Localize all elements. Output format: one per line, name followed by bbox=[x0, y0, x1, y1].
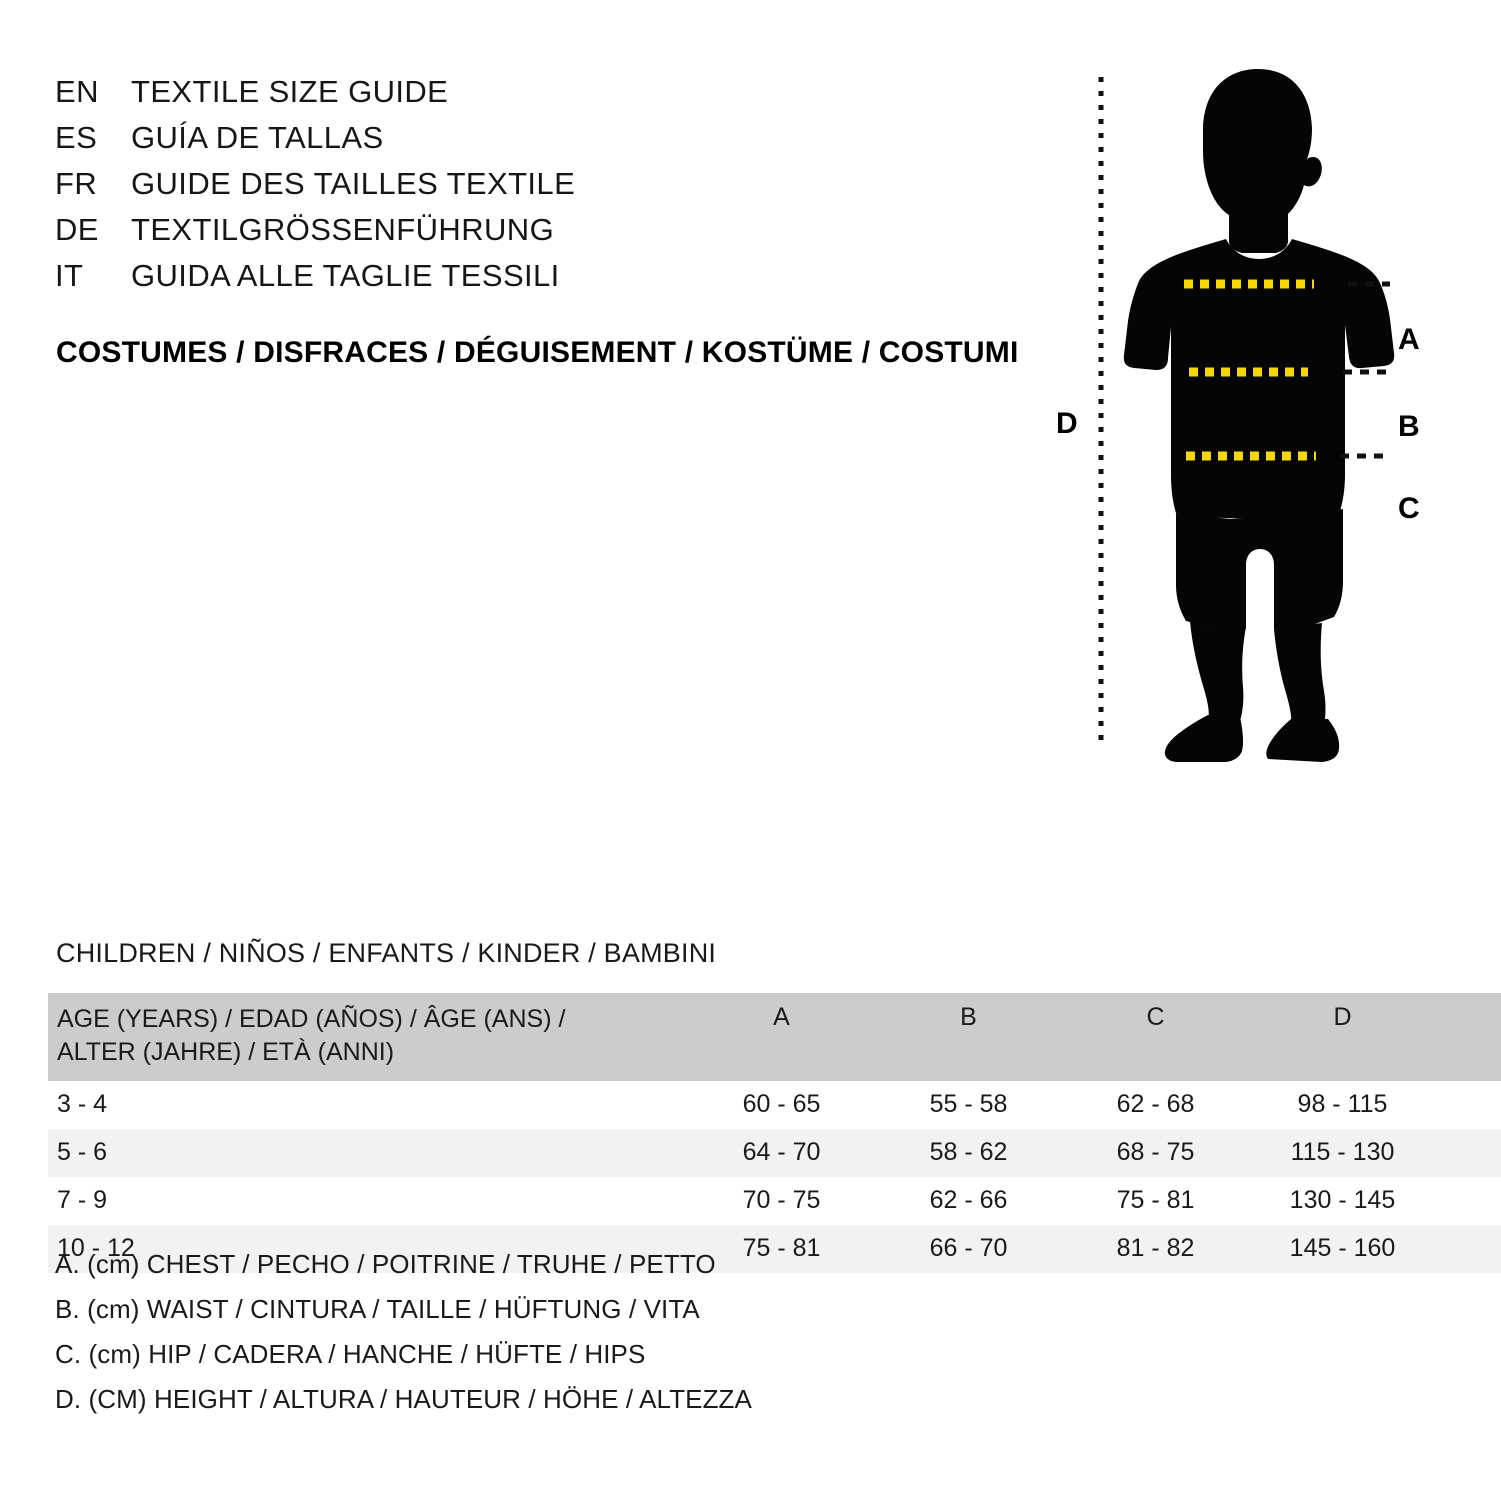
cell-waist: 62 - 66 bbox=[875, 1177, 1062, 1225]
cell-age: 3 - 4 bbox=[48, 1081, 688, 1129]
head-shape bbox=[1203, 69, 1322, 253]
right-leg-shape bbox=[1274, 623, 1326, 725]
left-shoe-shape bbox=[1164, 715, 1244, 762]
cell-age: 10 - 12 bbox=[48, 1225, 688, 1273]
silhouette-body bbox=[1123, 69, 1395, 762]
cell-waist: 66 - 70 bbox=[875, 1225, 1062, 1273]
language-row-es: ES GUÍA DE TALLAS bbox=[55, 120, 755, 166]
language-row-en: EN TEXTILE SIZE GUIDE bbox=[55, 74, 755, 120]
language-title-de: TEXTILGRÖSSENFÜHRUNG bbox=[131, 212, 555, 247]
language-code-it: IT bbox=[55, 258, 84, 293]
header-col-c: C bbox=[1062, 993, 1249, 1081]
legend-row-b: B. (cm) WAIST / CINTURA / TAILLE / HÜFTU… bbox=[55, 1294, 700, 1324]
left-leg-shape bbox=[1190, 621, 1246, 721]
legend-row-a: A. (cm) CHEST / PECHO / POITRINE / TRUHE… bbox=[55, 1249, 716, 1279]
cell-waist: 55 - 58 bbox=[875, 1081, 1062, 1129]
measure-label-a: A bbox=[1398, 323, 1420, 356]
header-age-line2: ALTER (JAHRE) / ETÀ (ANNI) bbox=[57, 1038, 395, 1066]
cell-height: 130 - 145 bbox=[1249, 1177, 1436, 1225]
cell-chest: 64 - 70 bbox=[688, 1129, 875, 1177]
measure-label-b: B bbox=[1398, 410, 1420, 443]
right-shoe-shape bbox=[1266, 719, 1340, 762]
language-title-fr: GUIDE DES TAILLES TEXTILE bbox=[131, 166, 576, 201]
table-header-row: AGE (YEARS) / EDAD (AÑOS) / ÂGE (ANS) / … bbox=[48, 993, 1501, 1081]
measurement-figure: A B C D bbox=[1040, 55, 1480, 765]
cell-spacer bbox=[1436, 1225, 1501, 1273]
header-col-a: A bbox=[688, 993, 875, 1081]
cell-hip: 62 - 68 bbox=[1062, 1081, 1249, 1129]
cell-spacer bbox=[1436, 1129, 1501, 1177]
header-col-d: D bbox=[1249, 993, 1436, 1081]
language-row-fr: FR GUIDE DES TAILLES TEXTILE bbox=[55, 166, 755, 212]
language-code-fr: FR bbox=[55, 166, 98, 201]
measurement-legend: A. (cm) CHEST / PECHO / POITRINE / TRUHE… bbox=[55, 1249, 752, 1429]
table-row: 10 - 12 75 - 81 66 - 70 81 - 82 145 - 16… bbox=[48, 1225, 1501, 1273]
tshirt-shape bbox=[1123, 239, 1395, 519]
cell-height: 145 - 160 bbox=[1249, 1225, 1436, 1273]
language-title-en: TEXTILE SIZE GUIDE bbox=[131, 74, 449, 109]
language-code-en: EN bbox=[55, 74, 99, 109]
cell-height: 115 - 130 bbox=[1249, 1129, 1436, 1177]
cell-age: 5 - 6 bbox=[48, 1129, 688, 1177]
cell-hip: 81 - 82 bbox=[1062, 1225, 1249, 1273]
table-row: 7 - 9 70 - 75 62 - 66 75 - 81 130 - 145 bbox=[48, 1177, 1501, 1225]
language-row-it: IT GUIDA ALLE TAGLIE TESSILI bbox=[55, 258, 755, 304]
cell-chest: 75 - 81 bbox=[688, 1225, 875, 1273]
shorts-shape bbox=[1176, 509, 1343, 629]
measure-label-c: C bbox=[1398, 492, 1420, 525]
section-heading-children: CHILDREN / NIÑOS / ENFANTS / KINDER / BA… bbox=[56, 938, 717, 968]
cell-chest: 60 - 65 bbox=[688, 1081, 875, 1129]
header-spacer bbox=[1436, 993, 1501, 1081]
legend-row-c: C. (cm) HIP / CADERA / HANCHE / HÜFTE / … bbox=[55, 1339, 646, 1369]
table-row: 3 - 4 60 - 65 55 - 58 62 - 68 98 - 115 bbox=[48, 1081, 1501, 1129]
cell-age: 7 - 9 bbox=[48, 1177, 688, 1225]
cell-hip: 68 - 75 bbox=[1062, 1129, 1249, 1177]
cell-height: 98 - 115 bbox=[1249, 1081, 1436, 1129]
measure-label-d: D bbox=[1056, 407, 1078, 440]
child-silhouette-icon bbox=[1098, 69, 1395, 762]
header-col-b: B bbox=[875, 993, 1062, 1081]
table-row: 5 - 6 64 - 70 58 - 62 68 - 75 115 - 130 bbox=[48, 1129, 1501, 1177]
cell-chest: 70 - 75 bbox=[688, 1177, 875, 1225]
header-age: AGE (YEARS) / EDAD (AÑOS) / ÂGE (ANS) / … bbox=[48, 993, 688, 1081]
language-title-es: GUÍA DE TALLAS bbox=[131, 120, 384, 155]
legend-row-d: D. (CM) HEIGHT / ALTURA / HAUTEUR / HÖHE… bbox=[55, 1384, 752, 1414]
size-table: AGE (YEARS) / EDAD (AÑOS) / ÂGE (ANS) / … bbox=[48, 993, 1501, 1273]
cell-spacer bbox=[1436, 1177, 1501, 1225]
header-age-line1: AGE (YEARS) / EDAD (AÑOS) / ÂGE (ANS) / bbox=[57, 1005, 566, 1033]
cell-spacer bbox=[1436, 1081, 1501, 1129]
category-line: COSTUMES / DISFRACES / DÉGUISEMENT / KOS… bbox=[56, 336, 1019, 369]
language-title-it: GUIDA ALLE TAGLIE TESSILI bbox=[131, 258, 560, 293]
language-code-de: DE bbox=[55, 212, 99, 247]
cell-hip: 75 - 81 bbox=[1062, 1177, 1249, 1225]
language-row-de: DE TEXTILGRÖSSENFÜHRUNG bbox=[55, 212, 755, 258]
language-heading-block: EN TEXTILE SIZE GUIDE ES GUÍA DE TALLAS … bbox=[55, 74, 755, 304]
cell-waist: 58 - 62 bbox=[875, 1129, 1062, 1177]
language-code-es: ES bbox=[55, 120, 98, 155]
